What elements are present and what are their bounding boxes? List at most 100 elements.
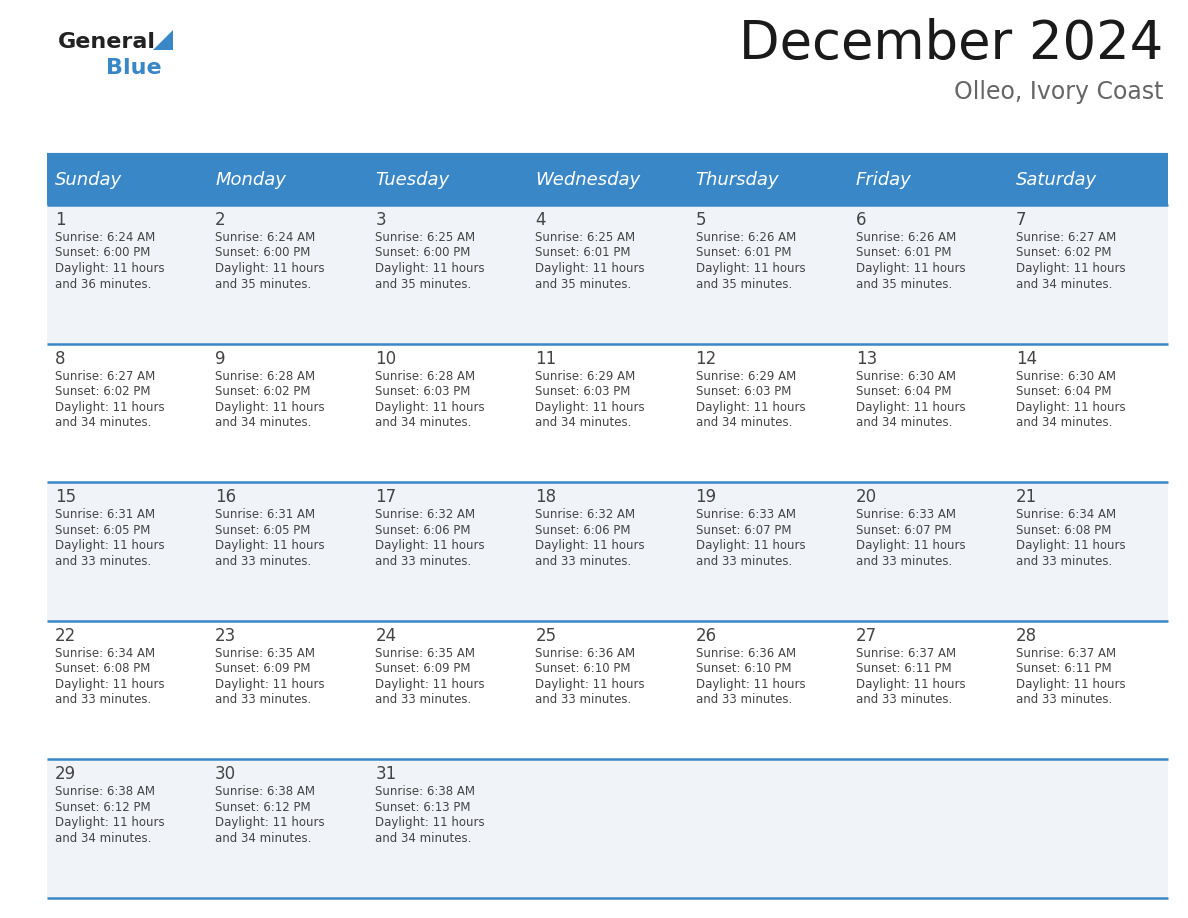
Text: Sunset: 6:06 PM: Sunset: 6:06 PM	[375, 523, 470, 537]
Text: 17: 17	[375, 488, 397, 506]
Text: and 33 minutes.: and 33 minutes.	[215, 693, 311, 706]
Bar	[48, 482, 1168, 621]
Text: Sunset: 6:10 PM: Sunset: 6:10 PM	[536, 662, 631, 676]
Text: Sunrise: 6:28 AM: Sunrise: 6:28 AM	[215, 370, 315, 383]
Text: Daylight: 11 hours: Daylight: 11 hours	[695, 262, 805, 275]
Text: and 33 minutes.: and 33 minutes.	[855, 693, 952, 706]
Text: Monday: Monday	[215, 171, 286, 189]
Text: 12: 12	[695, 350, 716, 367]
Bar	[48, 621, 1168, 759]
Text: 25: 25	[536, 627, 556, 644]
Text: Sunset: 6:13 PM: Sunset: 6:13 PM	[375, 800, 470, 814]
Text: Daylight: 11 hours: Daylight: 11 hours	[215, 400, 324, 414]
Text: Daylight: 11 hours: Daylight: 11 hours	[695, 400, 805, 414]
Text: and 33 minutes.: and 33 minutes.	[1016, 554, 1112, 567]
Text: Sunrise: 6:30 AM: Sunrise: 6:30 AM	[1016, 370, 1116, 383]
Text: 7: 7	[1016, 211, 1026, 229]
Text: 20: 20	[855, 488, 877, 506]
Text: Sunrise: 6:27 AM: Sunrise: 6:27 AM	[55, 370, 156, 383]
Text: 1: 1	[55, 211, 65, 229]
Text: Sunrise: 6:37 AM: Sunrise: 6:37 AM	[855, 647, 956, 660]
Text: Daylight: 11 hours: Daylight: 11 hours	[536, 262, 645, 275]
Text: Sunset: 6:07 PM: Sunset: 6:07 PM	[855, 523, 952, 537]
Text: Daylight: 11 hours: Daylight: 11 hours	[215, 677, 324, 691]
Text: 23: 23	[215, 627, 236, 644]
Text: Daylight: 11 hours: Daylight: 11 hours	[536, 539, 645, 553]
Text: Daylight: 11 hours: Daylight: 11 hours	[55, 539, 165, 553]
Text: and 35 minutes.: and 35 minutes.	[375, 277, 472, 290]
Text: and 34 minutes.: and 34 minutes.	[855, 416, 952, 429]
Text: Sunset: 6:01 PM: Sunset: 6:01 PM	[536, 247, 631, 260]
Text: and 34 minutes.: and 34 minutes.	[215, 416, 311, 429]
Text: Daylight: 11 hours: Daylight: 11 hours	[1016, 539, 1125, 553]
Text: Daylight: 11 hours: Daylight: 11 hours	[855, 539, 966, 553]
Text: Thursday: Thursday	[695, 171, 779, 189]
Text: Sunrise: 6:36 AM: Sunrise: 6:36 AM	[695, 647, 796, 660]
Text: and 33 minutes.: and 33 minutes.	[855, 554, 952, 567]
Text: Sunset: 6:05 PM: Sunset: 6:05 PM	[215, 523, 310, 537]
Text: Sunset: 6:11 PM: Sunset: 6:11 PM	[855, 662, 952, 676]
Text: and 36 minutes.: and 36 minutes.	[55, 277, 151, 290]
Text: Sunrise: 6:33 AM: Sunrise: 6:33 AM	[695, 509, 796, 521]
Text: Sunday: Sunday	[55, 171, 122, 189]
Text: 3: 3	[375, 211, 386, 229]
Text: and 33 minutes.: and 33 minutes.	[695, 693, 792, 706]
Text: Sunset: 6:10 PM: Sunset: 6:10 PM	[695, 662, 791, 676]
Text: Daylight: 11 hours: Daylight: 11 hours	[375, 677, 485, 691]
Text: and 33 minutes.: and 33 minutes.	[1016, 693, 1112, 706]
Text: and 35 minutes.: and 35 minutes.	[536, 277, 632, 290]
Text: Daylight: 11 hours: Daylight: 11 hours	[1016, 262, 1125, 275]
Text: Daylight: 11 hours: Daylight: 11 hours	[695, 539, 805, 553]
Text: Daylight: 11 hours: Daylight: 11 hours	[375, 262, 485, 275]
Bar	[48, 343, 1168, 482]
Text: 24: 24	[375, 627, 397, 644]
Text: Sunrise: 6:30 AM: Sunrise: 6:30 AM	[855, 370, 955, 383]
Text: Sunrise: 6:24 AM: Sunrise: 6:24 AM	[55, 231, 156, 244]
Text: Sunset: 6:12 PM: Sunset: 6:12 PM	[55, 800, 151, 814]
Text: 10: 10	[375, 350, 397, 367]
Text: Sunset: 6:03 PM: Sunset: 6:03 PM	[536, 385, 631, 398]
Text: Sunset: 6:05 PM: Sunset: 6:05 PM	[55, 523, 151, 537]
Text: 13: 13	[855, 350, 877, 367]
Text: Sunset: 6:04 PM: Sunset: 6:04 PM	[855, 385, 952, 398]
Text: Sunrise: 6:33 AM: Sunrise: 6:33 AM	[855, 509, 955, 521]
Text: and 35 minutes.: and 35 minutes.	[215, 277, 311, 290]
Text: Sunrise: 6:25 AM: Sunrise: 6:25 AM	[536, 231, 636, 244]
Text: 29: 29	[55, 766, 76, 783]
Text: Sunrise: 6:35 AM: Sunrise: 6:35 AM	[215, 647, 315, 660]
Text: Sunset: 6:01 PM: Sunset: 6:01 PM	[855, 247, 952, 260]
Text: Daylight: 11 hours: Daylight: 11 hours	[55, 262, 165, 275]
Text: 11: 11	[536, 350, 557, 367]
Text: Sunrise: 6:32 AM: Sunrise: 6:32 AM	[536, 509, 636, 521]
Text: 15: 15	[55, 488, 76, 506]
Text: Sunset: 6:08 PM: Sunset: 6:08 PM	[55, 662, 151, 676]
Text: Sunset: 6:03 PM: Sunset: 6:03 PM	[375, 385, 470, 398]
Text: Sunrise: 6:32 AM: Sunrise: 6:32 AM	[375, 509, 475, 521]
Text: and 34 minutes.: and 34 minutes.	[1016, 277, 1112, 290]
Text: Sunset: 6:08 PM: Sunset: 6:08 PM	[1016, 523, 1111, 537]
Text: Sunrise: 6:29 AM: Sunrise: 6:29 AM	[695, 370, 796, 383]
Text: and 34 minutes.: and 34 minutes.	[55, 416, 151, 429]
Text: Sunrise: 6:36 AM: Sunrise: 6:36 AM	[536, 647, 636, 660]
Text: Sunrise: 6:31 AM: Sunrise: 6:31 AM	[55, 509, 156, 521]
Text: Sunrise: 6:38 AM: Sunrise: 6:38 AM	[55, 786, 154, 799]
Text: 14: 14	[1016, 350, 1037, 367]
Text: Sunset: 6:04 PM: Sunset: 6:04 PM	[1016, 385, 1111, 398]
Text: Daylight: 11 hours: Daylight: 11 hours	[855, 677, 966, 691]
Text: Sunset: 6:02 PM: Sunset: 6:02 PM	[1016, 247, 1111, 260]
Text: Sunset: 6:06 PM: Sunset: 6:06 PM	[536, 523, 631, 537]
Text: Tuesday: Tuesday	[375, 171, 449, 189]
Text: 16: 16	[215, 488, 236, 506]
Bar	[48, 759, 1168, 898]
Text: Sunset: 6:12 PM: Sunset: 6:12 PM	[215, 800, 311, 814]
Text: Olleo, Ivory Coast: Olleo, Ivory Coast	[954, 80, 1163, 104]
Text: Daylight: 11 hours: Daylight: 11 hours	[55, 400, 165, 414]
Text: Sunrise: 6:34 AM: Sunrise: 6:34 AM	[55, 647, 156, 660]
Text: and 34 minutes.: and 34 minutes.	[375, 832, 472, 845]
Text: Sunrise: 6:28 AM: Sunrise: 6:28 AM	[375, 370, 475, 383]
Text: and 34 minutes.: and 34 minutes.	[55, 832, 151, 845]
Bar	[48, 155, 1168, 205]
Text: Daylight: 11 hours: Daylight: 11 hours	[375, 816, 485, 829]
Text: Sunset: 6:02 PM: Sunset: 6:02 PM	[55, 385, 151, 398]
Text: and 34 minutes.: and 34 minutes.	[536, 416, 632, 429]
